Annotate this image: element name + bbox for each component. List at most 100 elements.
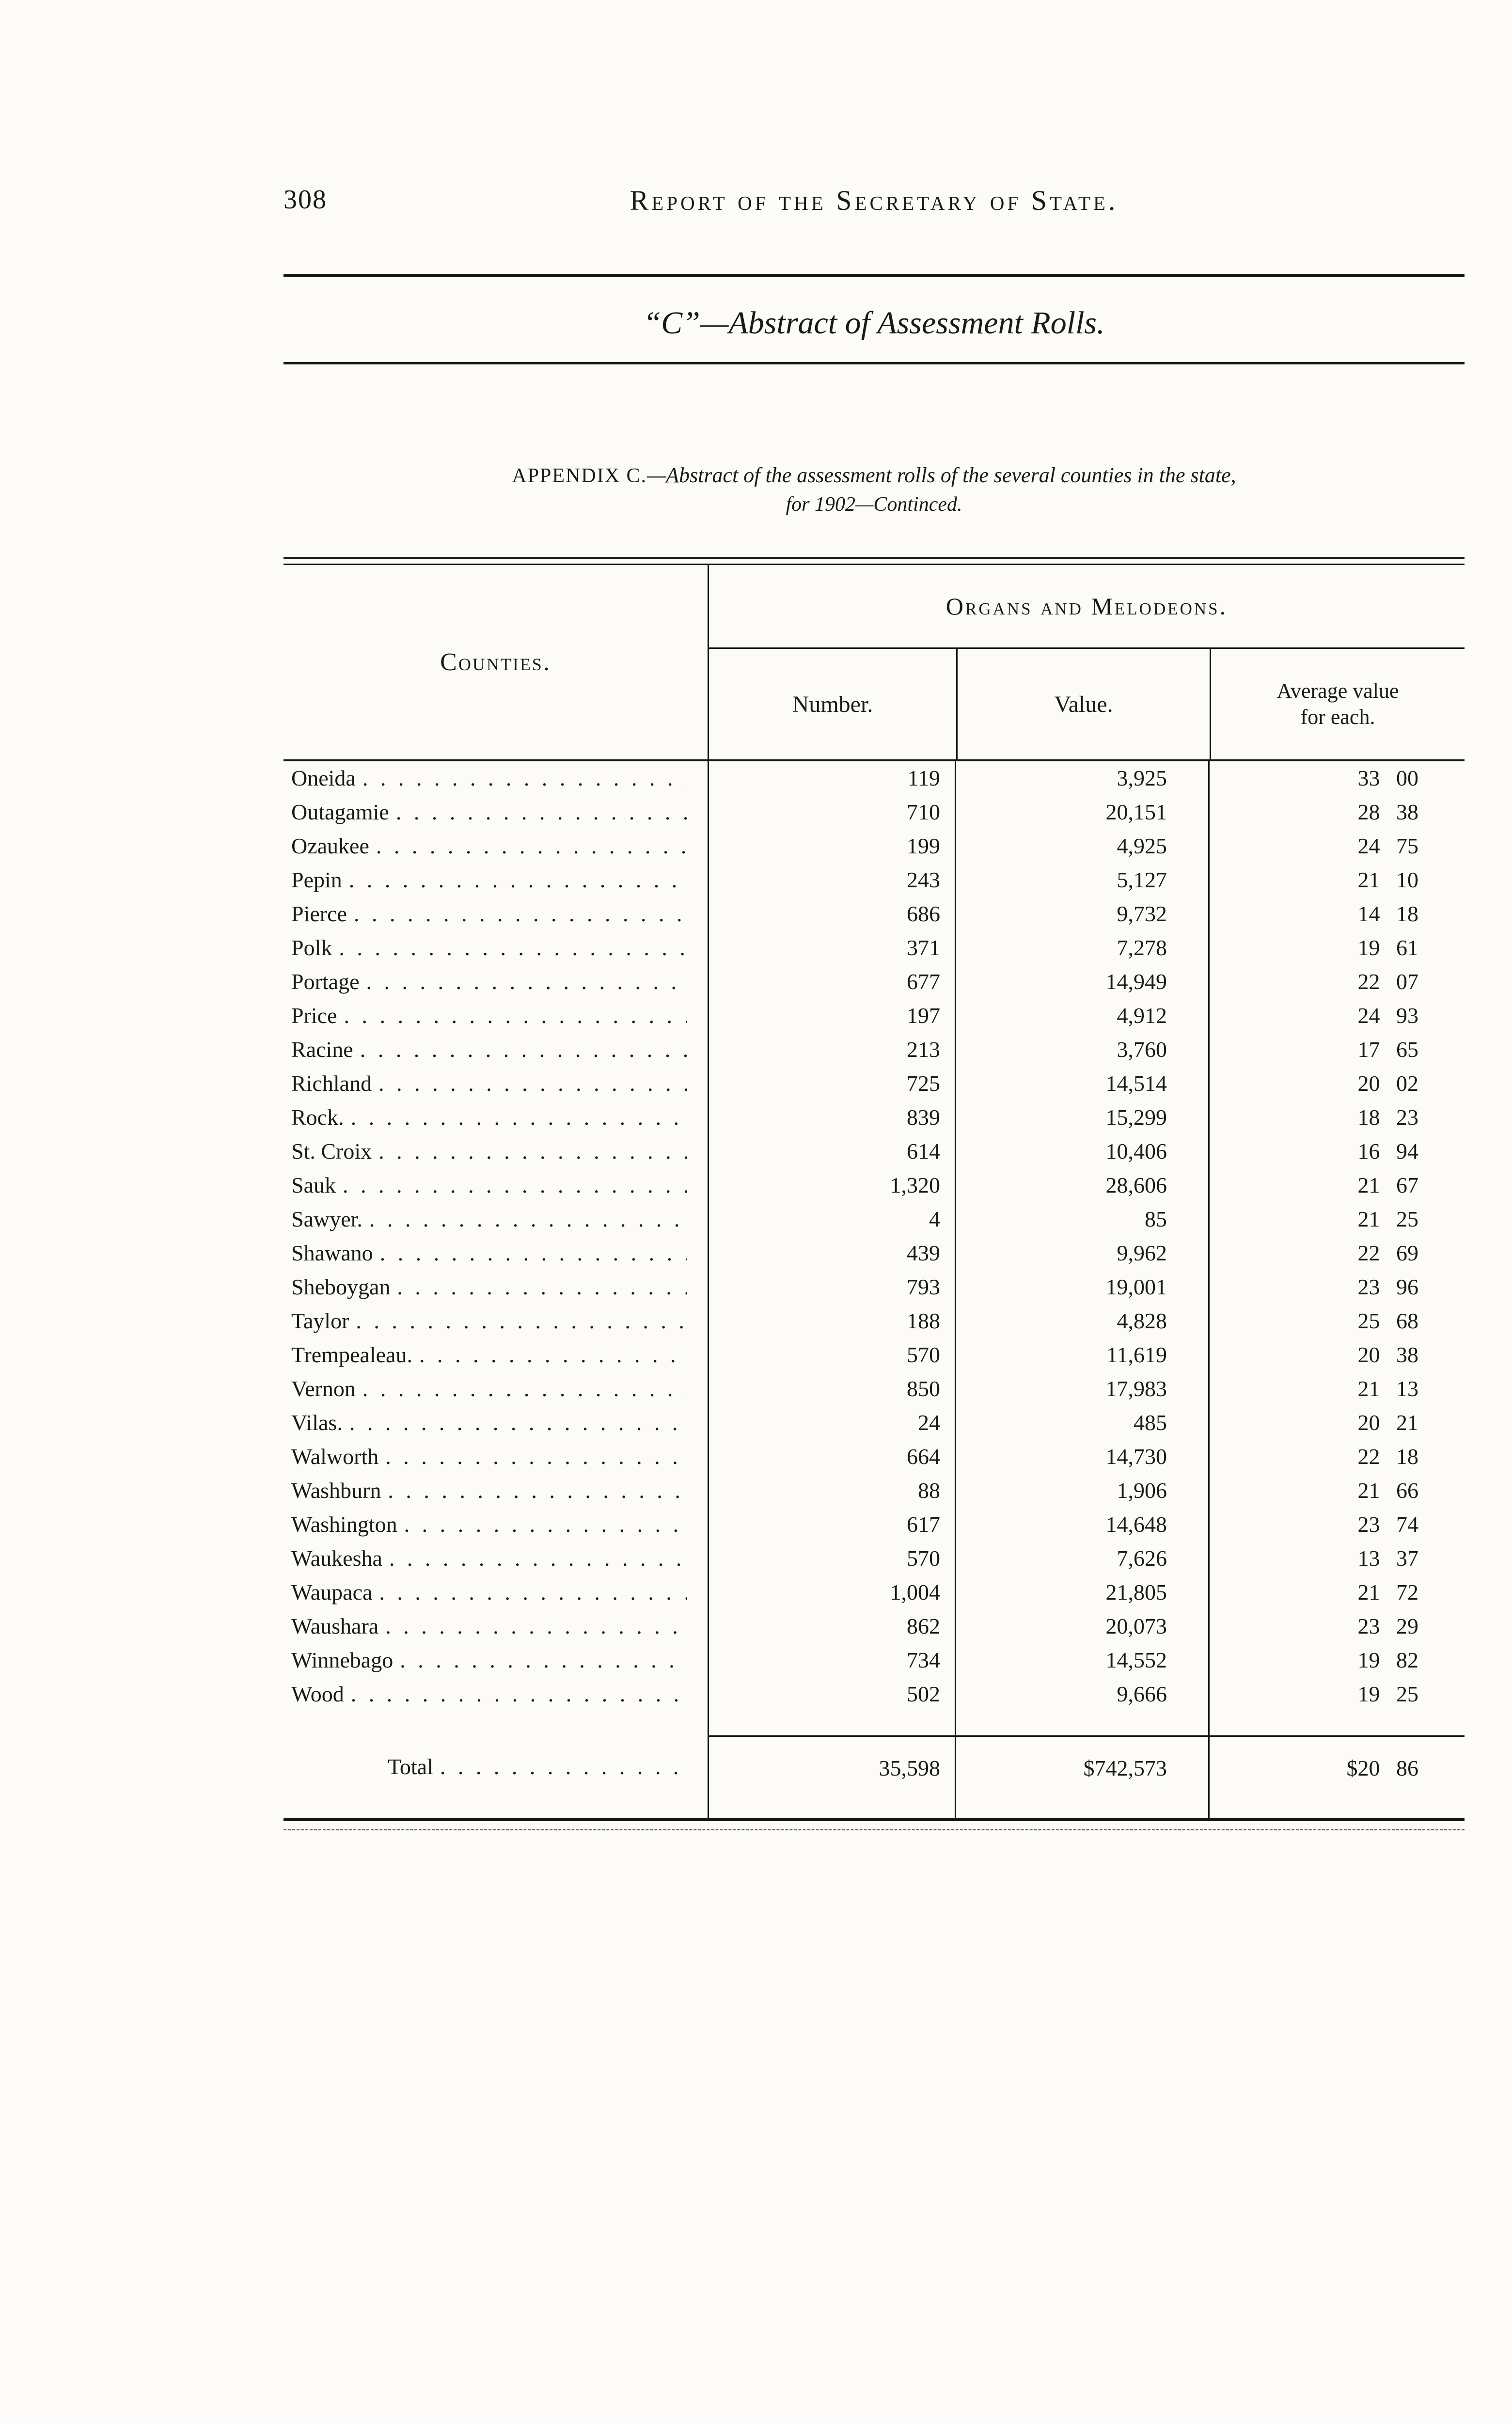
table-row: Washburn 88 1,906 21 66 bbox=[284, 1474, 1465, 1508]
total-label-cell: Total bbox=[284, 1735, 709, 1798]
dot-leader bbox=[339, 931, 687, 965]
cell-number: 614 bbox=[709, 1134, 956, 1168]
dot-leader bbox=[397, 1270, 687, 1304]
dot-leader bbox=[344, 999, 687, 1033]
cell-number: 839 bbox=[709, 1101, 956, 1134]
dot-leader bbox=[369, 1202, 687, 1236]
cell-number: 199 bbox=[709, 829, 956, 863]
table-row: Sauk 1,320 28,606 21 67 bbox=[284, 1168, 1465, 1202]
column-header-counties: Counties. bbox=[284, 565, 709, 759]
caption-label: APPENDIX C. bbox=[512, 465, 647, 487]
county-cell: Polk bbox=[284, 931, 709, 965]
county-cell: Richland bbox=[284, 1067, 709, 1101]
county-cell: Waupaca bbox=[284, 1575, 709, 1609]
county-name: Ozaukee bbox=[291, 834, 369, 858]
cell-average: 21 72 bbox=[1357, 1580, 1419, 1605]
cell-value: 14,552 bbox=[956, 1643, 1210, 1677]
dot-leader bbox=[378, 1134, 687, 1168]
county-name: Taylor bbox=[291, 1308, 349, 1333]
dot-leader bbox=[388, 1474, 687, 1508]
group-header-organs-melodeons: Organs and Melodeons. bbox=[709, 565, 1465, 649]
caption-text: —Abstract of the assessment rolls of the… bbox=[647, 463, 1236, 487]
table-row: Portage 677 14,949 22 07 bbox=[284, 965, 1465, 999]
cell-number: 725 bbox=[709, 1067, 956, 1101]
county-cell: Waukesha bbox=[284, 1542, 709, 1575]
cell-number: 1,004 bbox=[709, 1575, 956, 1609]
page-number: 308 bbox=[284, 185, 327, 215]
cell-average: 19 61 bbox=[1357, 935, 1419, 960]
cell-number: 793 bbox=[709, 1270, 956, 1304]
table-row: Winnebago 734 14,552 19 82 bbox=[284, 1643, 1465, 1677]
table-header: Counties. Organs and Melodeons. Number. … bbox=[284, 565, 1465, 759]
dot-leader bbox=[380, 1236, 687, 1270]
cell-average: 21 67 bbox=[1357, 1173, 1419, 1197]
dot-leader bbox=[351, 1101, 687, 1134]
dot-leader bbox=[440, 1735, 687, 1798]
column-header-value: Value. bbox=[956, 649, 1210, 759]
cell-average: 33 00 bbox=[1357, 766, 1419, 790]
total-average: $20 86 bbox=[1210, 1735, 1465, 1798]
cell-number: 570 bbox=[709, 1338, 956, 1372]
county-name: Vilas. bbox=[291, 1410, 343, 1435]
county-name: Shawano bbox=[291, 1241, 373, 1265]
spacer-row bbox=[284, 1711, 1465, 1735]
subheader-row: Number. Value. Average value for each. bbox=[709, 649, 1465, 759]
cell-value: 4,912 bbox=[956, 999, 1210, 1033]
dot-leader bbox=[404, 1508, 687, 1542]
county-cell: Ozaukee bbox=[284, 829, 709, 863]
total-number: 35,598 bbox=[709, 1735, 956, 1798]
cell-value: 20,151 bbox=[956, 795, 1210, 829]
cell-value: 20,073 bbox=[956, 1609, 1210, 1643]
table-row: Waupaca 1,004 21,805 21 72 bbox=[284, 1575, 1465, 1609]
table-row: Walworth 664 14,730 22 18 bbox=[284, 1440, 1465, 1474]
cell-number: 88 bbox=[709, 1474, 956, 1508]
running-head: Report of the Secretary of State. bbox=[630, 185, 1118, 216]
county-cell: Oneida bbox=[284, 761, 709, 795]
caption-continued-line: for 1902—Continced. bbox=[786, 493, 962, 516]
county-cell: Washburn bbox=[284, 1474, 709, 1508]
county-cell: Shawano bbox=[284, 1236, 709, 1270]
county-cell: Washington bbox=[284, 1508, 709, 1542]
cell-number: 4 bbox=[709, 1202, 956, 1236]
cell-average: 20 38 bbox=[1357, 1342, 1419, 1367]
cell-number: 677 bbox=[709, 965, 956, 999]
assessment-table: Counties. Organs and Melodeons. Number. … bbox=[284, 557, 1465, 1830]
table-top-double-rule bbox=[284, 557, 1465, 565]
county-cell: Waushara bbox=[284, 1609, 709, 1643]
county-name: Walworth bbox=[291, 1444, 379, 1469]
county-cell: Pepin bbox=[284, 863, 709, 897]
table-row: St. Croix 614 10,406 16 94 bbox=[284, 1134, 1465, 1168]
spacer-cell bbox=[709, 1798, 956, 1818]
total-row: Total 35,598 $742,573 $20 86 bbox=[284, 1735, 1465, 1798]
cell-average: 20 21 bbox=[1357, 1410, 1419, 1435]
table-row: Richland 725 14,514 20 02 bbox=[284, 1067, 1465, 1101]
cell-average: 21 66 bbox=[1357, 1478, 1419, 1503]
table-row: Vernon 850 17,983 21 13 bbox=[284, 1372, 1465, 1406]
county-cell: Outagamie bbox=[284, 795, 709, 829]
county-cell: Trempealeau. bbox=[284, 1338, 709, 1372]
dot-leader bbox=[343, 1168, 687, 1202]
dot-leader bbox=[385, 1440, 687, 1474]
county-name: Trempealeau. bbox=[291, 1342, 412, 1367]
cell-value: 9,666 bbox=[956, 1677, 1210, 1711]
spacer-cell bbox=[1210, 1798, 1465, 1818]
table-row: Sheboygan 793 19,001 23 96 bbox=[284, 1270, 1465, 1304]
county-cell: Pierce bbox=[284, 897, 709, 931]
dot-leader bbox=[349, 863, 687, 897]
county-name: Sawyer. bbox=[291, 1207, 362, 1231]
average-header-line2: for each. bbox=[1300, 705, 1375, 729]
dot-leader bbox=[349, 1406, 687, 1440]
cell-value: 9,732 bbox=[956, 897, 1210, 931]
county-cell: Vernon bbox=[284, 1372, 709, 1406]
cell-average: 22 07 bbox=[1357, 969, 1419, 994]
county-name: Waukesha bbox=[291, 1546, 382, 1571]
county-cell: Portage bbox=[284, 965, 709, 999]
page-header: 308 Report of the Secretary of State. bbox=[284, 184, 1465, 225]
column-header-average: Average value for each. bbox=[1210, 649, 1465, 759]
spacer-cell bbox=[284, 1711, 709, 1735]
cell-number: 617 bbox=[709, 1508, 956, 1542]
table-row: Wood 502 9,666 19 25 bbox=[284, 1677, 1465, 1711]
cell-number: 850 bbox=[709, 1372, 956, 1406]
cell-value: 3,760 bbox=[956, 1033, 1210, 1067]
